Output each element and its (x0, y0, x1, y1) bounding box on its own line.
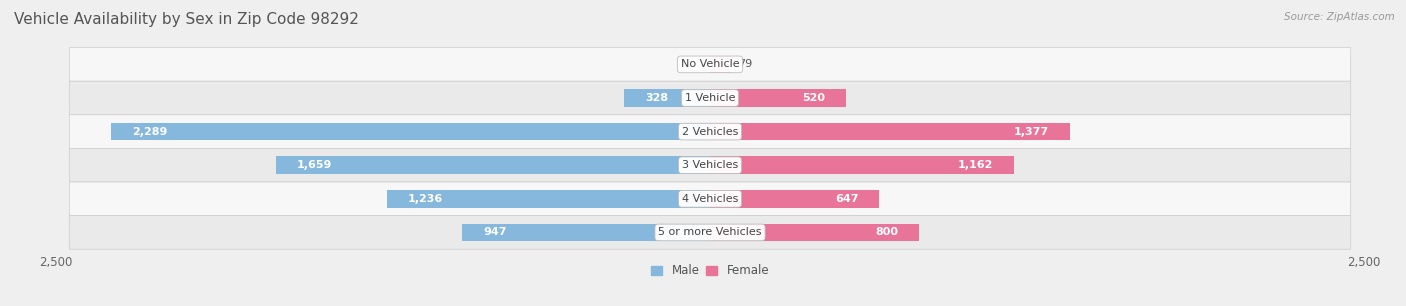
Text: Source: ZipAtlas.com: Source: ZipAtlas.com (1284, 12, 1395, 22)
Bar (710, 89, 846, 107)
Text: 947: 947 (484, 227, 506, 237)
Bar (463, 224, 710, 241)
Text: 1,162: 1,162 (957, 160, 993, 170)
Text: 79: 79 (738, 59, 752, 69)
Bar (276, 156, 710, 174)
Bar (111, 123, 710, 140)
Text: 3 Vehicles: 3 Vehicles (682, 160, 738, 170)
FancyBboxPatch shape (69, 47, 1351, 81)
Text: 1,377: 1,377 (1014, 127, 1049, 136)
Bar (624, 89, 710, 107)
Text: 647: 647 (835, 194, 858, 204)
Text: Vehicle Availability by Sex in Zip Code 98292: Vehicle Availability by Sex in Zip Code … (14, 12, 359, 27)
Text: 328: 328 (645, 93, 668, 103)
Text: 1,236: 1,236 (408, 194, 443, 204)
Bar (710, 190, 879, 207)
Bar (710, 156, 1014, 174)
Text: 2 Vehicles: 2 Vehicles (682, 127, 738, 136)
FancyBboxPatch shape (69, 81, 1351, 115)
Text: 4 Vehicles: 4 Vehicles (682, 194, 738, 204)
Text: 0: 0 (695, 59, 702, 69)
FancyBboxPatch shape (69, 182, 1351, 216)
Text: 1 Vehicle: 1 Vehicle (685, 93, 735, 103)
Legend: Male, Female: Male, Female (645, 259, 775, 282)
Bar (710, 56, 731, 73)
Text: 2,289: 2,289 (132, 127, 167, 136)
FancyBboxPatch shape (69, 115, 1351, 148)
Text: 800: 800 (876, 227, 898, 237)
Text: 1,659: 1,659 (297, 160, 332, 170)
Text: 5 or more Vehicles: 5 or more Vehicles (658, 227, 762, 237)
FancyBboxPatch shape (69, 148, 1351, 182)
Bar (710, 123, 1070, 140)
Bar (710, 224, 920, 241)
FancyBboxPatch shape (69, 216, 1351, 249)
Bar (387, 190, 710, 207)
Text: 520: 520 (801, 93, 825, 103)
Text: No Vehicle: No Vehicle (681, 59, 740, 69)
